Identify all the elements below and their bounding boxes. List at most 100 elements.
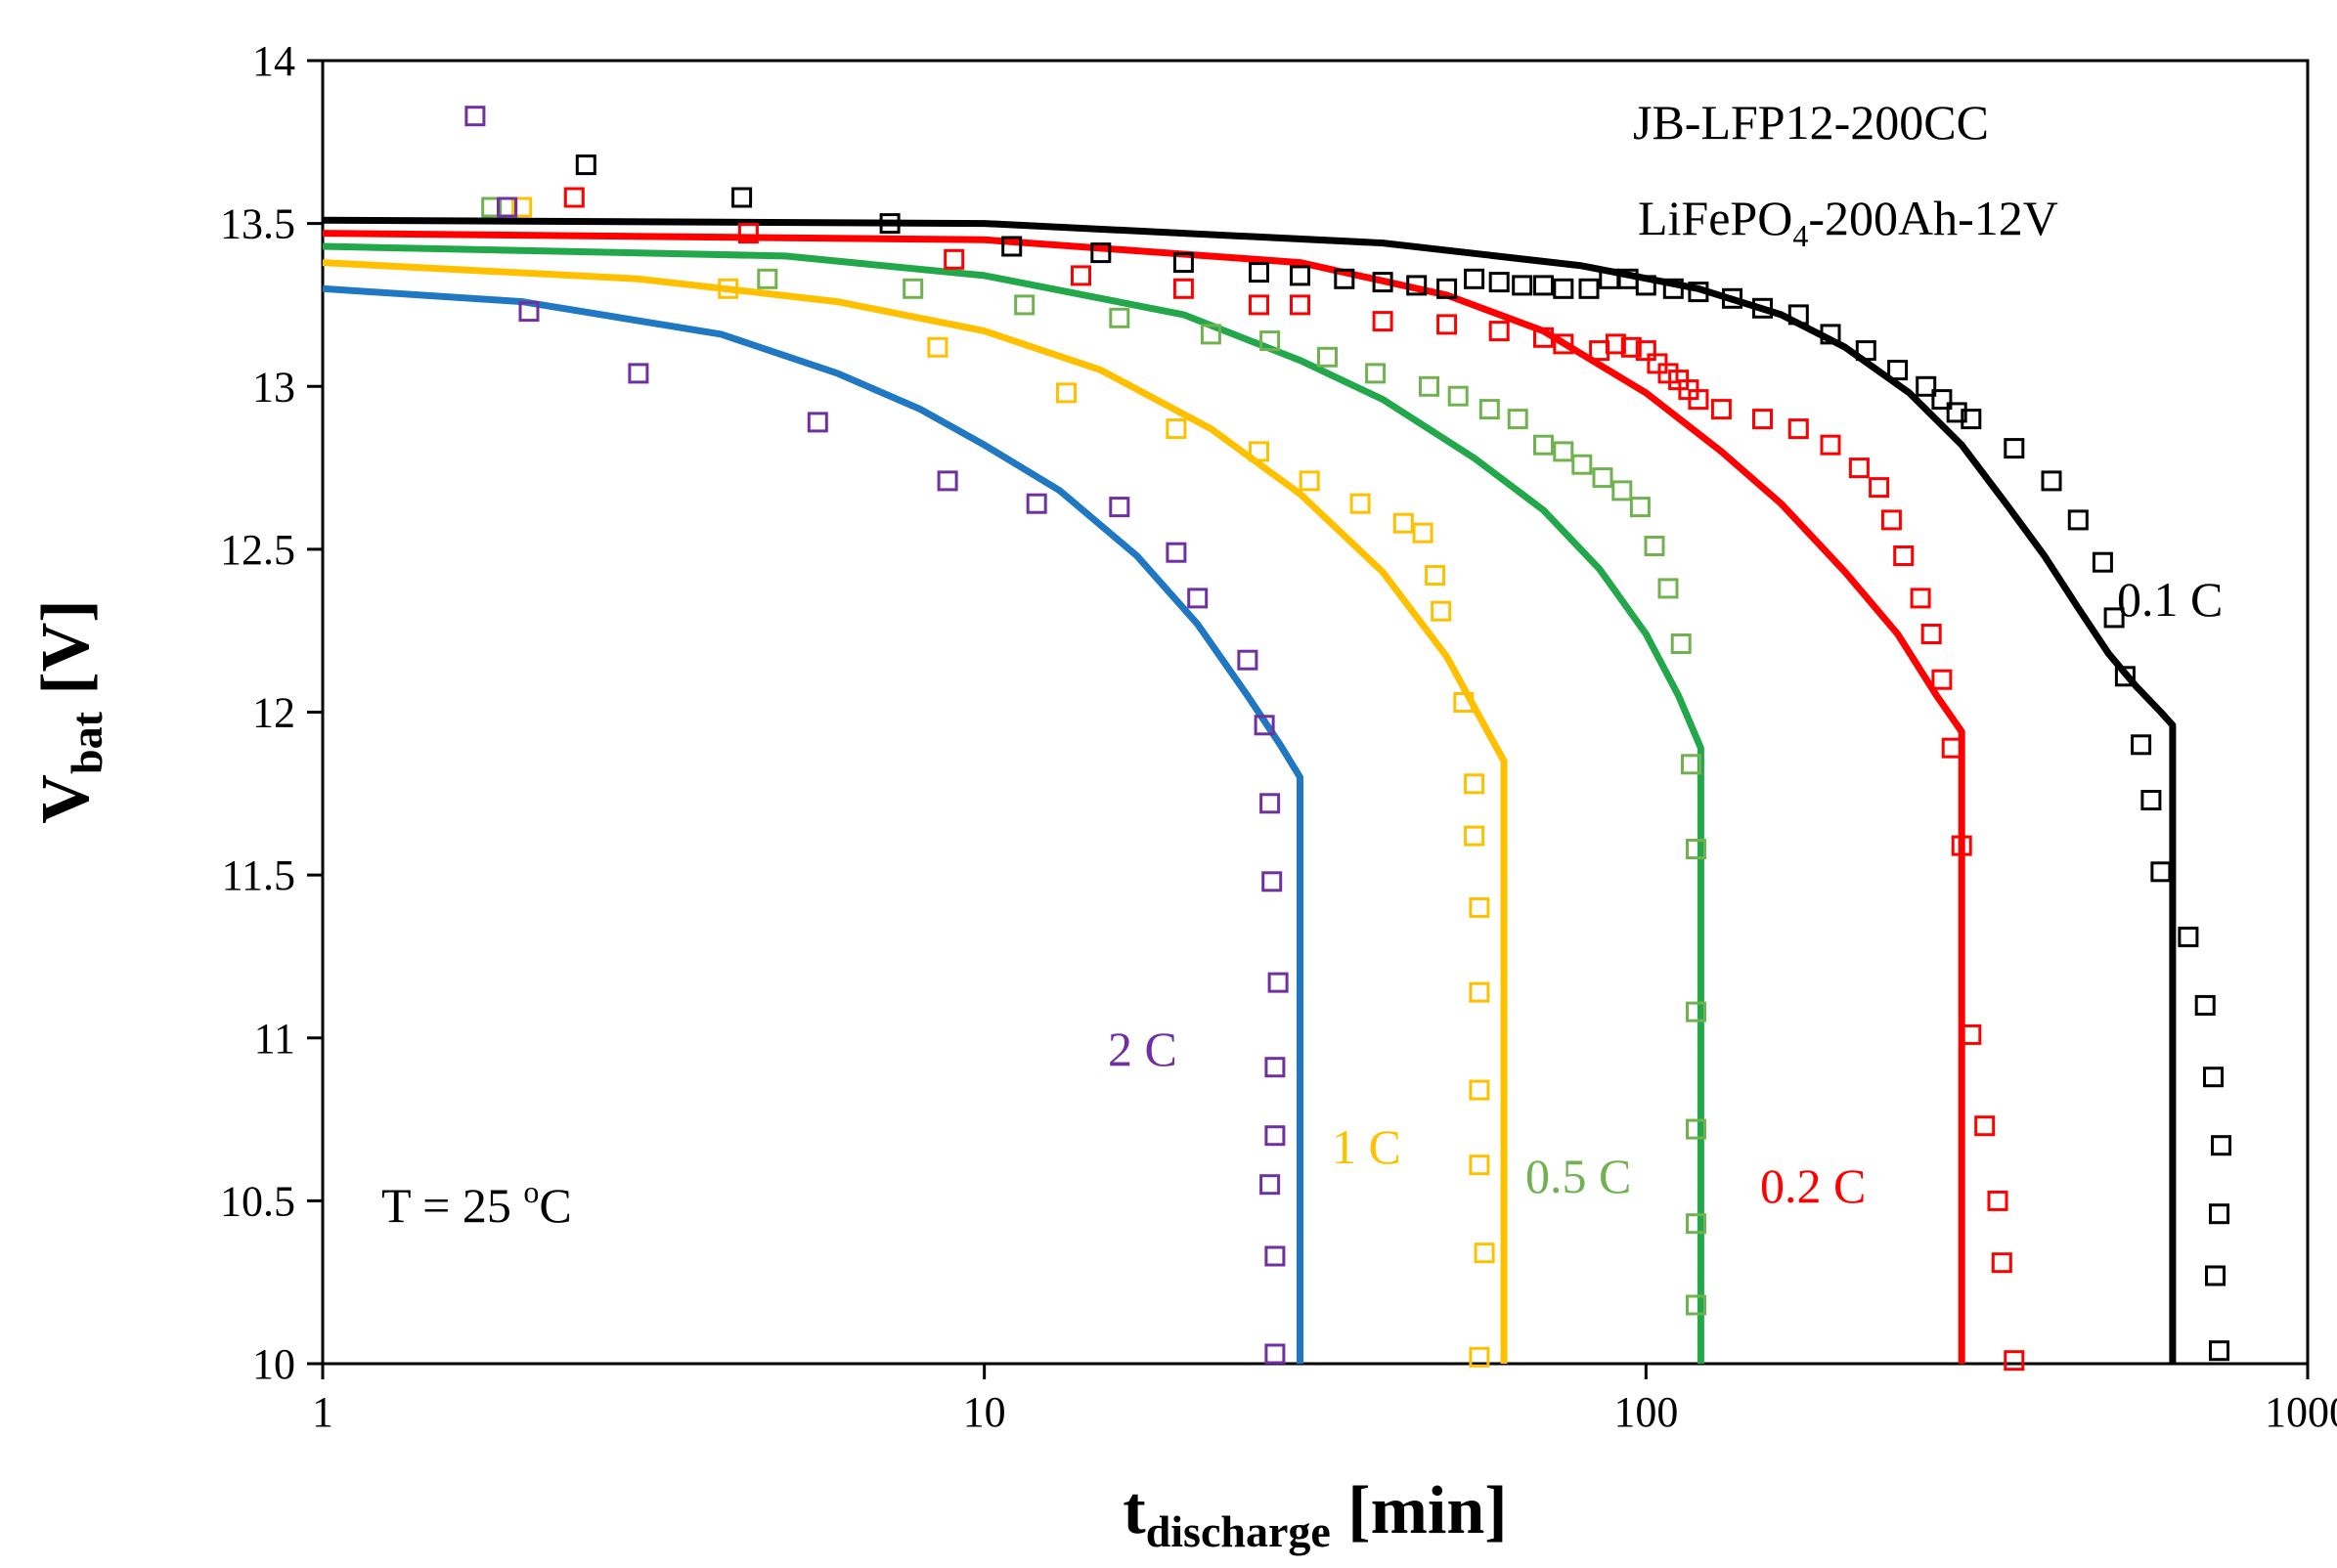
measured-point (944, 248, 965, 270)
measured-point (757, 268, 778, 289)
measured-point (1855, 340, 1876, 362)
measured-point (1464, 268, 1485, 289)
y-axis-title: Vbat [V] (28, 599, 111, 823)
measured-point (1533, 327, 1554, 348)
series-label: 0.2 C (1760, 1158, 1866, 1213)
measured-point (2194, 994, 2216, 1016)
measured-point (1290, 294, 1310, 316)
measured-point (1961, 1024, 1982, 1045)
y-tick-label: 12 (252, 689, 295, 737)
axis-ticks (307, 59, 2310, 1379)
measured-point (2178, 926, 2199, 947)
measured-point (1166, 542, 1187, 563)
temperature-b: C (539, 1178, 571, 1233)
measured-point (1237, 649, 1258, 671)
measured-point (2150, 861, 2172, 883)
measured-point (1254, 715, 1275, 736)
measured-point (1553, 278, 1574, 299)
x-axis-title-main: t (1123, 1473, 1145, 1548)
measured-point (1264, 1343, 1286, 1365)
battery-spec-a: LiFePO (1638, 191, 1792, 245)
model-curve-0-1-c (322, 216, 2177, 1364)
measured-point (1447, 385, 1469, 407)
measured-point (1259, 1174, 1281, 1196)
measured-point (1372, 311, 1393, 332)
measured-point (1090, 242, 1112, 264)
measured-point (731, 187, 753, 208)
measured-point (1392, 512, 1414, 534)
measured-point (1893, 545, 1915, 566)
measured-point (1605, 333, 1626, 355)
measured-point (1553, 333, 1574, 355)
measured-point (1259, 330, 1281, 352)
measured-point (1464, 825, 1485, 847)
measured-point (1474, 1242, 1495, 1264)
measured-point (1688, 282, 1709, 303)
measured-point (1109, 307, 1130, 328)
measured-point (1686, 1001, 1706, 1023)
measured-point (903, 278, 924, 299)
measured-point (1478, 399, 1500, 420)
measured-point (1571, 454, 1593, 475)
y-tick-label: 11 (254, 1015, 295, 1063)
y-axis-title-main: V (28, 774, 104, 824)
measured-point (1014, 294, 1036, 316)
measured-point (1670, 633, 1692, 654)
y-tick-label: 13 (252, 363, 295, 411)
measured-point (1681, 754, 1701, 775)
measured-point (1267, 972, 1289, 993)
measured-point (1453, 692, 1475, 713)
measured-point (481, 196, 503, 218)
measured-point (1469, 981, 1490, 1003)
model-curve-0-2-c (322, 230, 1965, 1364)
measured-point (1987, 1190, 2008, 1211)
measured-point (1172, 278, 1194, 299)
measured-points (464, 106, 2231, 1372)
model-curve-0-5-c (322, 242, 1704, 1364)
series-label: 1 C (1332, 1119, 1401, 1174)
measured-point (1657, 578, 1679, 599)
x-axis-title: tdischarge [min] (1123, 1473, 1507, 1556)
measured-point (1264, 1057, 1286, 1078)
measured-point (2203, 1067, 2224, 1088)
measured-point (1469, 1079, 1490, 1101)
measured-point (807, 412, 828, 433)
measured-point (1488, 272, 1510, 293)
measured-point (1820, 324, 1841, 345)
measured-point (1553, 441, 1574, 462)
measured-point (1469, 1154, 1490, 1176)
measured-point (1187, 588, 1209, 609)
measured-point (464, 106, 486, 127)
measured-point (1264, 1125, 1286, 1147)
measured-point (1264, 1245, 1286, 1267)
series-labels: 0.1 C 0.2 C 0.5 C 1 C 2 C (1108, 572, 2223, 1213)
measured-point (1961, 409, 1982, 430)
measured-point (1686, 839, 1706, 859)
y-tick-label: 13.5 (220, 200, 295, 248)
measured-point (2067, 509, 2089, 531)
measured-point (1686, 1213, 1706, 1235)
measured-point (1974, 1115, 1996, 1137)
measured-point (1026, 493, 1047, 514)
measured-point (1686, 1294, 1706, 1316)
measured-point (1887, 360, 1909, 381)
model-curves (322, 216, 2177, 1364)
measured-point (1951, 835, 1972, 856)
y-axis-title-unit: [V] (28, 599, 104, 712)
measured-point (1635, 275, 1656, 296)
measured-point (1686, 1118, 1706, 1140)
series-label: 0.5 C (1525, 1149, 1631, 1203)
measured-point (927, 336, 948, 358)
measured-point (1578, 278, 1600, 299)
y-tick-label: 10.5 (220, 1177, 295, 1225)
temperature-a: T = 25 (381, 1178, 523, 1233)
measured-point (1533, 434, 1554, 456)
measured-point (1317, 346, 1338, 368)
measured-point (1365, 363, 1387, 384)
measured-point (563, 187, 585, 208)
series-label: 0.1 C (2117, 572, 2223, 627)
battery-spec-label: LiFePO4-200Ah-12V (1638, 191, 2058, 253)
measured-point (575, 154, 596, 176)
